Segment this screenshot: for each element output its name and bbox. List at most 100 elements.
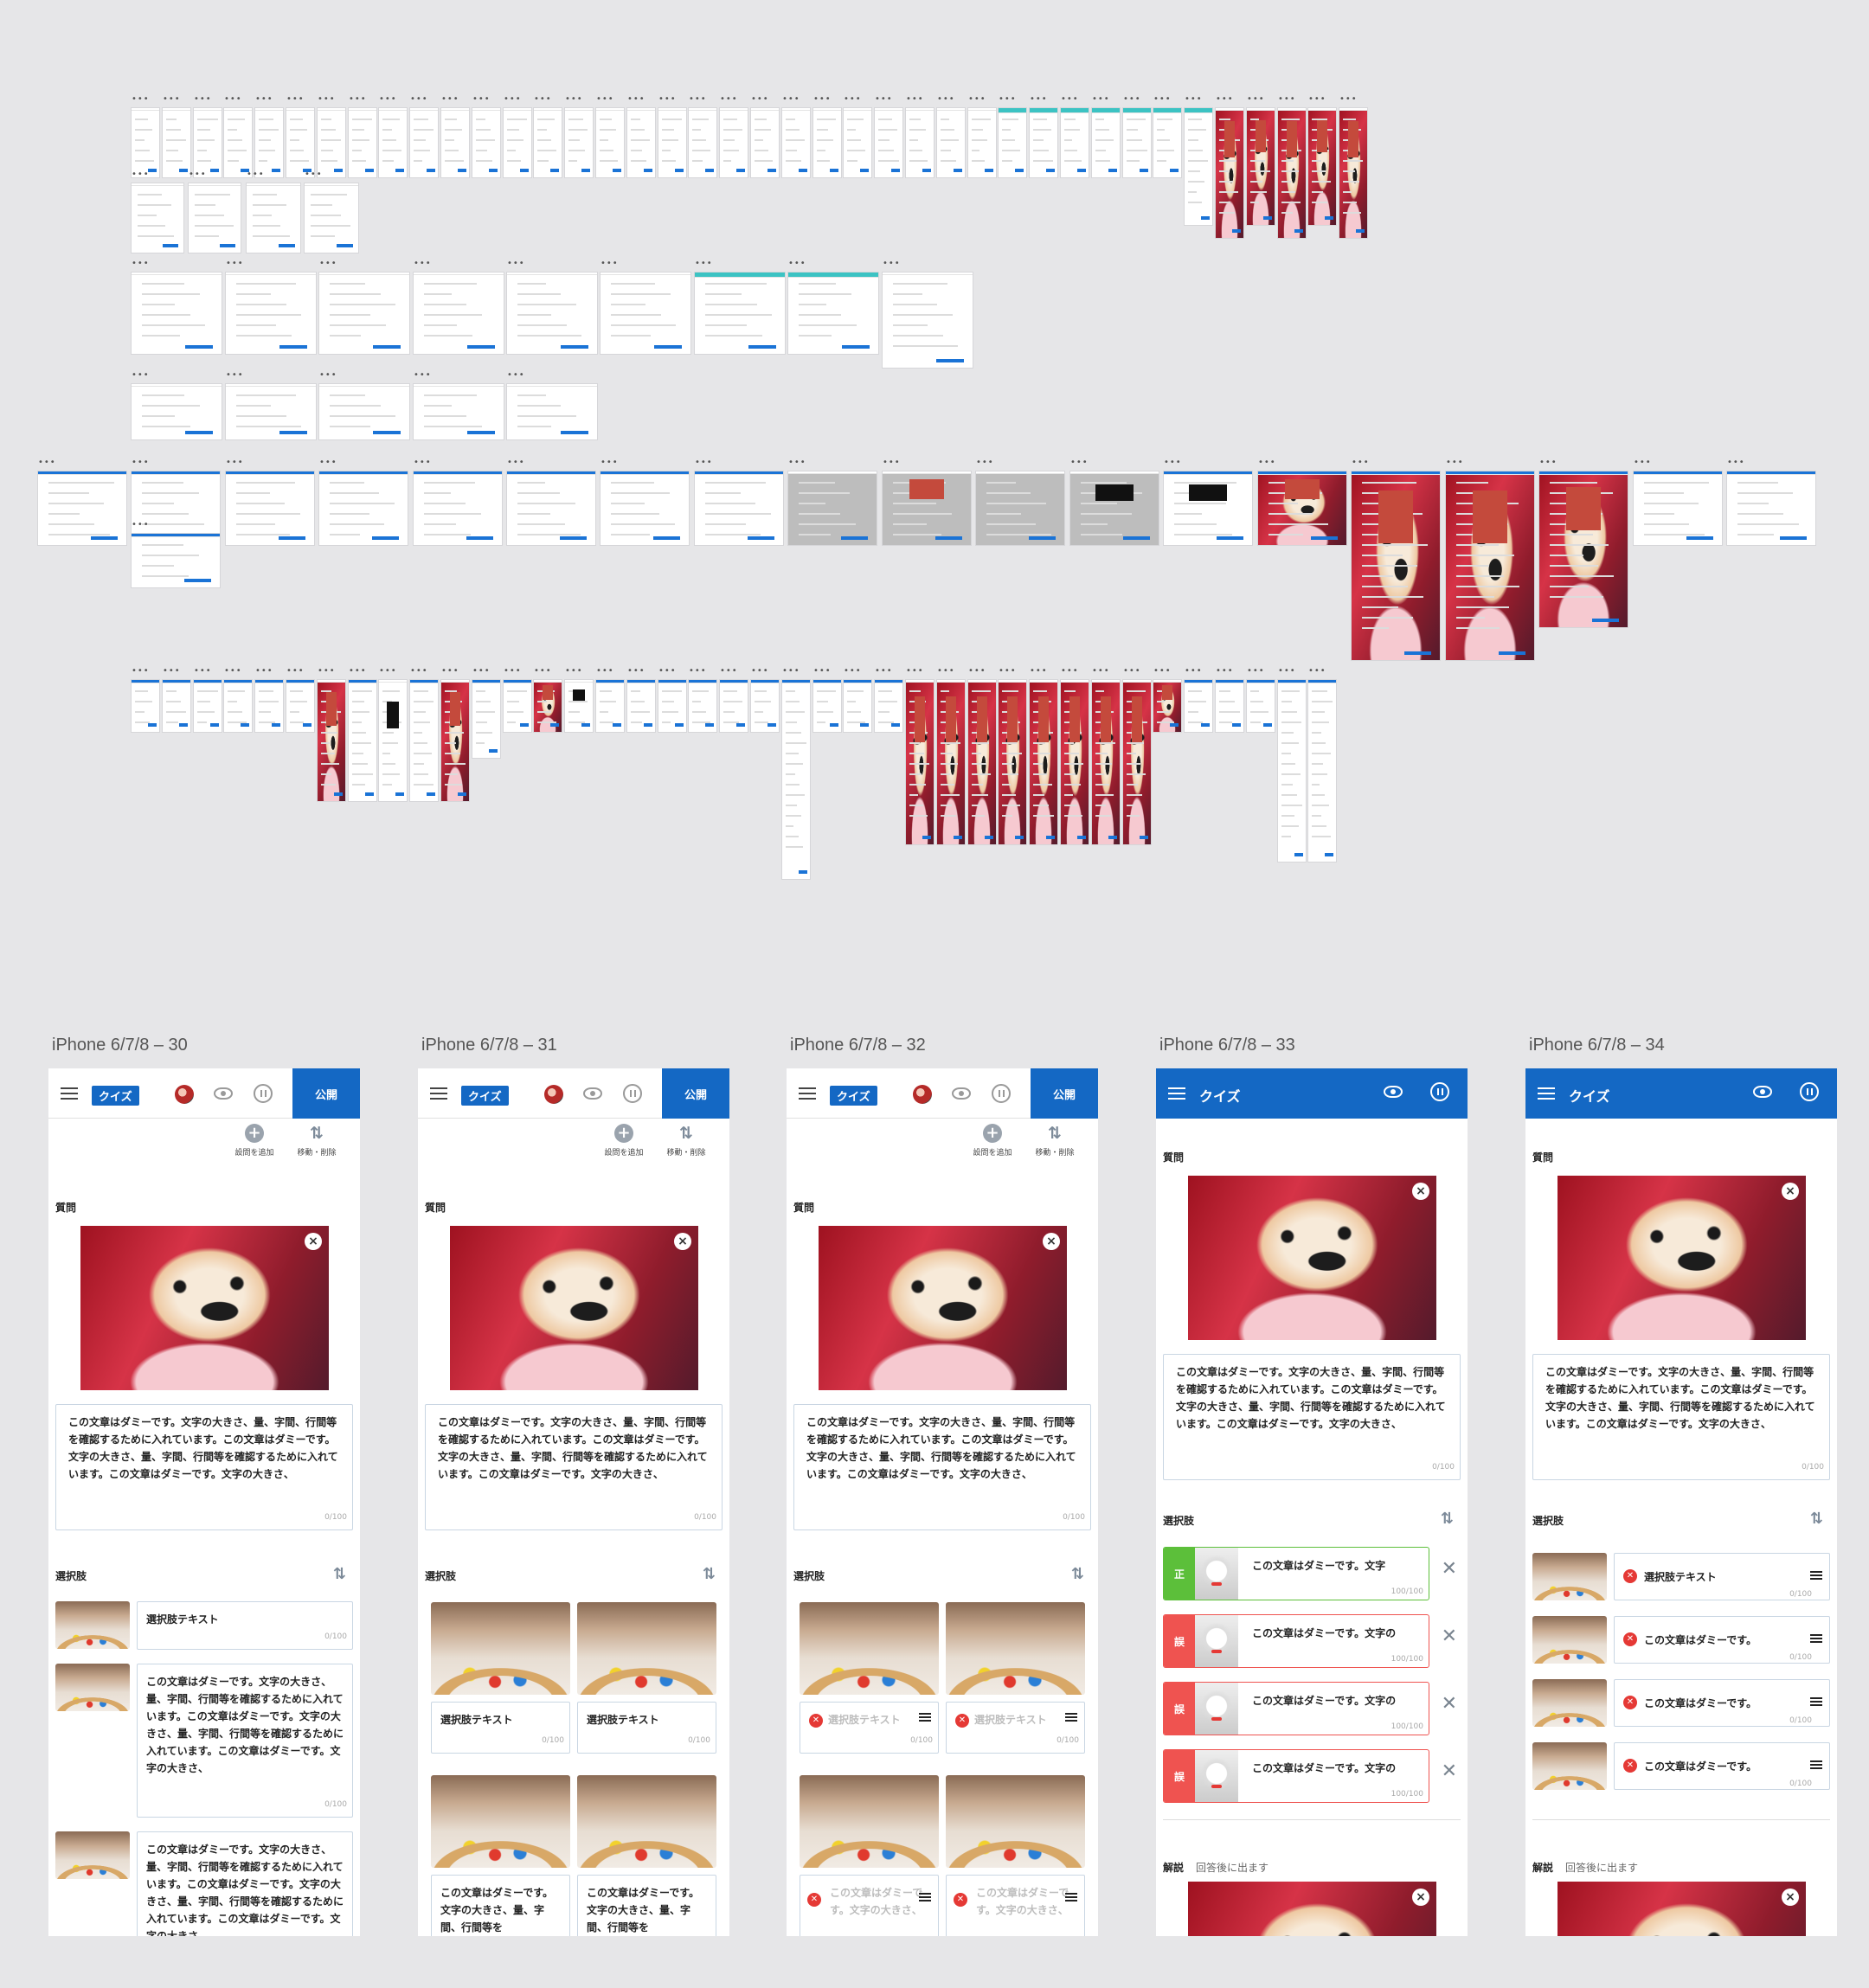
sort-arrows-icon[interactable]: ⇅	[332, 1565, 346, 1583]
artboard-thumbnail[interactable]	[689, 680, 716, 732]
question-text-field[interactable]: この文章はダミーです。文字の大きさ、量、字間、行間等を確認するために入れています…	[1163, 1354, 1461, 1480]
choice-text-field[interactable]: 選択肢テキスト 0/100	[577, 1702, 716, 1754]
more-icon[interactable]: •••	[658, 666, 677, 676]
more-icon[interactable]: •••	[379, 666, 397, 676]
more-icon[interactable]: •••	[534, 94, 552, 104]
more-icon[interactable]: •••	[1123, 666, 1141, 676]
artboard-thumbnail[interactable]	[937, 680, 965, 844]
more-icon[interactable]: •••	[1030, 666, 1048, 676]
more-icon[interactable]: •••	[1153, 94, 1172, 104]
more-icon[interactable]: •••	[1308, 94, 1326, 104]
artboard-thumbnail[interactable]	[507, 471, 595, 545]
more-icon[interactable]: •••	[1727, 458, 1745, 467]
more-icon[interactable]: •••	[379, 94, 397, 104]
artboard-thumbnail[interactable]	[937, 108, 965, 177]
more-icon[interactable]: •••	[349, 94, 367, 104]
choice-image[interactable]	[55, 1601, 130, 1649]
choice-image[interactable]	[431, 1775, 570, 1868]
artboard-thumbnail[interactable]	[565, 680, 593, 732]
choice-image[interactable]	[1532, 1742, 1607, 1790]
more-icon[interactable]: •••	[1446, 458, 1464, 467]
choice-image[interactable]	[946, 1602, 1085, 1695]
drag-handle-icon[interactable]	[1065, 1713, 1077, 1722]
more-icon[interactable]: •••	[596, 94, 614, 104]
artboard-thumbnail[interactable]	[379, 680, 407, 801]
more-icon[interactable]: •••	[976, 458, 994, 467]
artboard-thumbnail[interactable]	[1339, 108, 1367, 238]
more-icon[interactable]: •••	[695, 259, 713, 268]
artboard-thumbnail[interactable]	[976, 471, 1064, 545]
delete-choice-icon[interactable]: ✕	[1623, 1759, 1637, 1773]
preview-eye-icon[interactable]	[952, 1087, 971, 1100]
more-icon[interactable]: •••	[132, 370, 150, 380]
more-icon[interactable]: •••	[1092, 94, 1110, 104]
artboard-thumbnail[interactable]	[504, 108, 531, 177]
choice-image[interactable]	[431, 1602, 570, 1695]
move-delete-button[interactable]: ⇅ 移動・削除	[289, 1124, 344, 1158]
choice-text-field[interactable]: この文章はダミーです。文字の大きさ、量、字間、行間等を	[577, 1875, 716, 1936]
more-icon[interactable]: •••	[349, 666, 367, 676]
artboard-thumbnail[interactable]	[968, 680, 996, 844]
artboard-thumbnail[interactable]	[319, 471, 408, 545]
artboard-thumbnail[interactable]	[1539, 471, 1628, 627]
artboard-thumbnail[interactable]	[1258, 471, 1346, 545]
more-icon[interactable]: •••	[1061, 666, 1079, 676]
answer-row-wrong[interactable]: 誤 この文章はダミーです。文字の 100/100	[1163, 1682, 1429, 1735]
artboard-thumbnail[interactable]	[163, 108, 190, 177]
more-icon[interactable]: •••	[226, 458, 244, 467]
choice-image[interactable]	[800, 1602, 939, 1695]
more-icon[interactable]: •••	[441, 666, 459, 676]
artboard-thumbnail[interactable]	[627, 680, 655, 732]
artboard-thumbnail[interactable]	[875, 108, 902, 177]
more-icon[interactable]: •••	[410, 94, 428, 104]
more-icon[interactable]: •••	[658, 94, 677, 104]
sort-arrows-icon[interactable]: ⇅	[702, 1565, 716, 1583]
more-icon[interactable]: •••	[937, 666, 955, 676]
artboard-thumbnail[interactable]	[1185, 680, 1212, 732]
artboard-thumbnail[interactable]	[1153, 680, 1181, 732]
artboard-thumbnail[interactable]	[627, 108, 655, 177]
sort-arrows-icon[interactable]: ⇅	[1440, 1510, 1454, 1528]
close-icon[interactable]: ✕	[1441, 1693, 1457, 1715]
artboard-thumbnail[interactable]	[507, 273, 597, 354]
more-icon[interactable]: •••	[441, 94, 459, 104]
artboard-thumbnail[interactable]	[534, 680, 562, 732]
more-icon[interactable]: •••	[414, 458, 432, 467]
close-icon[interactable]: ×	[674, 1233, 691, 1250]
more-icon[interactable]: •••	[319, 259, 337, 268]
artboard-thumbnail[interactable]	[255, 108, 283, 177]
more-icon[interactable]: •••	[1030, 94, 1048, 104]
drag-handle-icon[interactable]	[919, 1713, 931, 1722]
choice-text-field[interactable]: この文章はダミーです。文字の大きさ、量、字間、行間等を	[431, 1875, 570, 1936]
artboard-thumbnail[interactable]	[695, 273, 785, 354]
more-icon[interactable]: •••	[38, 458, 56, 467]
frame-title[interactable]: iPhone 6/7/8 – 30	[52, 1036, 188, 1055]
more-icon[interactable]: •••	[163, 94, 181, 104]
choice-image[interactable]	[1532, 1553, 1607, 1600]
phone-frame-33[interactable]: クイズ 質問 × この文章はダミーです。文字の大きさ、量、字間、行間等を確認する…	[1156, 1068, 1468, 1936]
close-icon[interactable]: ×	[1782, 1183, 1799, 1200]
choice-text-field[interactable]: ✕ 選択肢テキスト 0/100	[946, 1702, 1085, 1754]
choice-row[interactable]: ✕ 選択肢テキスト 0/100	[1614, 1553, 1830, 1600]
artboard-thumbnail[interactable]	[410, 680, 438, 801]
artboard-thumbnail[interactable]	[534, 108, 562, 177]
drag-handle-icon[interactable]	[1810, 1571, 1822, 1580]
menu-icon[interactable]	[1168, 1087, 1185, 1100]
more-icon[interactable]: •••	[782, 666, 800, 676]
more-icon[interactable]: •••	[1258, 458, 1276, 467]
choice-image[interactable]	[1532, 1616, 1607, 1664]
more-icon[interactable]: •••	[319, 458, 337, 467]
more-icon[interactable]: •••	[1185, 94, 1203, 104]
artboard-thumbnail[interactable]	[286, 680, 314, 732]
sort-arrows-icon[interactable]: ⇅	[1070, 1565, 1084, 1583]
artboard-thumbnail[interactable]	[844, 680, 871, 732]
artboard-thumbnail[interactable]	[1092, 108, 1120, 177]
artboard-thumbnail[interactable]	[349, 108, 376, 177]
artboard-thumbnail[interactable]	[751, 108, 779, 177]
more-icon[interactable]: •••	[132, 259, 150, 268]
phone-frame-34[interactable]: クイズ 質問 × この文章はダミーです。文字の大きさ、量、字間、行間等を確認する…	[1525, 1068, 1837, 1936]
more-icon[interactable]: •••	[1308, 666, 1326, 676]
pause-icon[interactable]	[623, 1084, 642, 1103]
artboard-thumbnail[interactable]	[132, 108, 159, 177]
avatar[interactable]	[544, 1085, 563, 1104]
